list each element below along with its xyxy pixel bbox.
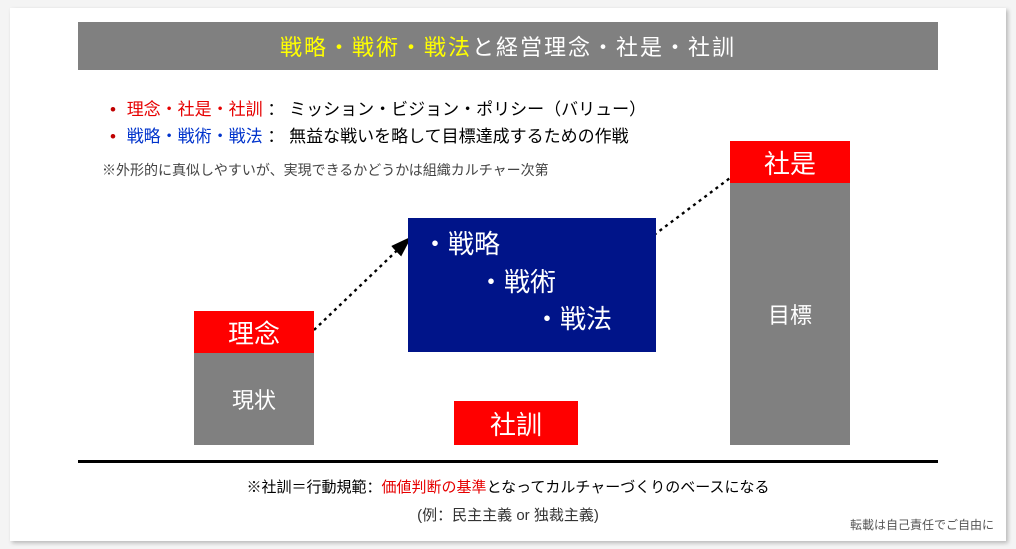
def1-body: ミッション・ビジョン・ポリシー（バリュー） <box>289 100 646 119</box>
bar-current: 現状 <box>194 353 314 445</box>
note-2: ※社訓＝行動規範：価値判断の基準となってカルチャーづくりのベースになる <box>10 476 1006 497</box>
bullet-icon: • <box>110 127 116 146</box>
shakun-box: 社訓 <box>454 401 578 445</box>
title-bar: 戦略・戦術・戦法 と 経営理念・社是・社訓 <box>78 22 938 70</box>
note2-red: 価値判断の基準 <box>382 479 487 496</box>
note2-pre: ※社訓＝行動規範： <box>247 479 382 496</box>
def2-sep: ： <box>267 127 284 146</box>
def1-sep: ： <box>267 100 284 119</box>
title-part2: 経営理念・社是・社訓 <box>496 30 736 62</box>
baseline <box>78 460 938 463</box>
def1-label: 理念・社是・社訓 <box>127 100 263 119</box>
strategy-l1: ・戦略 <box>422 226 642 264</box>
arrow-left <box>310 228 420 338</box>
def-line-1: • 理念・社是・社訓 ： ミッション・ビジョン・ポリシー（バリュー） <box>110 96 646 123</box>
strategy-l2: ・戦術 <box>478 264 642 302</box>
bar-goal: 目標 <box>730 183 850 445</box>
bullet-icon: • <box>110 100 116 119</box>
note-1: ※外形的に真似しやすいが、実現できるかどうかは組織カルチャー次第 <box>102 160 549 180</box>
def2-label: 戦略・戦術・戦法 <box>127 127 263 146</box>
title-joiner: と <box>472 30 496 62</box>
bar-current-label: 理念 <box>194 311 314 353</box>
strategy-l3: ・戦法 <box>534 301 642 339</box>
note2-post: となってカルチャーづくりのベースになる <box>487 479 770 496</box>
title-part1: 戦略・戦術・戦法 <box>280 30 472 62</box>
footer-right: 転載は自己責任でご自由に <box>850 516 994 533</box>
bar-goal-label: 社是 <box>730 141 850 183</box>
slide-canvas: 戦略・戦術・戦法 と 経営理念・社是・社訓 • 理念・社是・社訓 ： ミッション… <box>10 8 1006 541</box>
def-line-2: • 戦略・戦術・戦法 ： 無益な戦いを略して目標達成するための作戦 <box>110 123 646 150</box>
strategy-box: ・戦略 ・戦術 ・戦法 <box>408 218 656 352</box>
def2-body: 無益な戦いを略して目標達成するための作戦 <box>289 127 629 146</box>
definitions: • 理念・社是・社訓 ： ミッション・ビジョン・ポリシー（バリュー） • 戦略・… <box>110 96 646 150</box>
